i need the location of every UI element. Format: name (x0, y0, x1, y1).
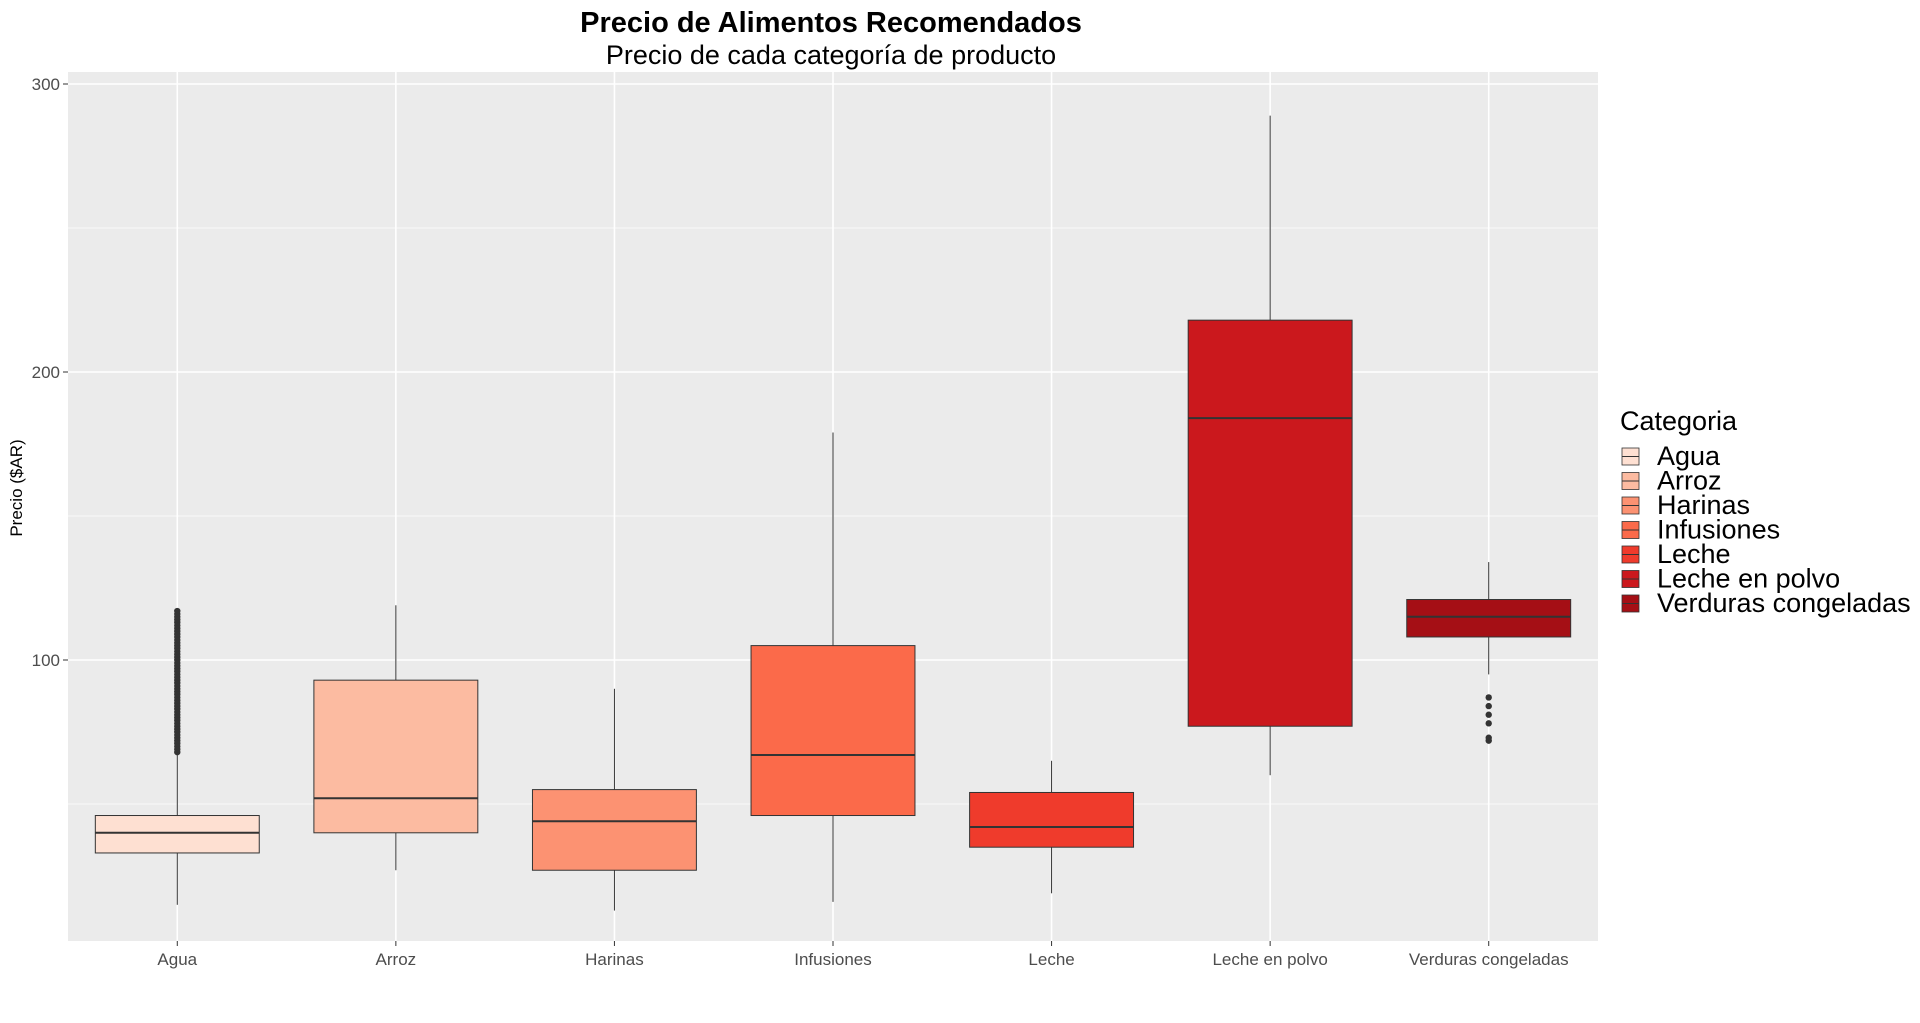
chart-title: Precio de Alimentos Recomendados (580, 7, 1082, 39)
y-tick-label: 200 (32, 363, 60, 382)
box-iqr (531, 789, 697, 871)
box-harinas (531, 688, 697, 911)
x-tick-label: Verduras congeladas (1409, 950, 1569, 969)
legend-label: Verduras congeladas (1657, 588, 1911, 618)
x-tick-label: Leche (1028, 950, 1074, 969)
legend-item: Agua (1621, 441, 1721, 471)
outlier-point (1485, 734, 1492, 741)
legend-item: Arroz (1621, 466, 1722, 496)
box-iqr (94, 815, 260, 854)
box-iqr (750, 645, 916, 817)
box-agua (94, 607, 260, 905)
legend-label: Harinas (1657, 490, 1750, 520)
legend-item: Harinas (1621, 490, 1750, 520)
box-iqr (1406, 599, 1572, 638)
legend-label: Agua (1657, 441, 1721, 471)
y-tick-label: 100 (32, 651, 60, 670)
box-iqr (1187, 319, 1353, 727)
y-axis-label: Precio ($AR) (7, 439, 26, 536)
box-leche (969, 760, 1135, 894)
x-tick-label: Agua (157, 950, 197, 969)
box-iqr (313, 679, 479, 834)
box-arroz (313, 605, 479, 871)
box-iqr (969, 791, 1135, 848)
y-tick-label: 300 (32, 75, 60, 94)
x-tick-label: Arroz (376, 950, 417, 969)
legend-label: Leche en polvo (1657, 564, 1840, 594)
legend-item: Infusiones (1621, 515, 1780, 545)
legend-label: Infusiones (1657, 515, 1780, 545)
legend-label: Leche (1657, 539, 1731, 569)
outlier-point (1485, 711, 1492, 718)
outlier-point (1485, 720, 1492, 727)
outlier-point (1485, 702, 1492, 710)
x-tick-label: Harinas (585, 950, 644, 969)
x-tick-label: Leche en polvo (1212, 950, 1327, 969)
legend-item: Leche en polvo (1621, 564, 1840, 594)
legend-item: Verduras congeladas (1621, 588, 1911, 618)
legend-label: Arroz (1657, 466, 1722, 496)
box-verduras-congeladas (1406, 562, 1572, 744)
legend-title: Categoria (1620, 406, 1738, 436)
chart-subtitle: Precio de cada categoría de producto (606, 40, 1056, 70)
legend-item: Leche (1621, 539, 1731, 569)
x-tick-label: Infusiones (794, 950, 872, 969)
box-leche-en-polvo (1187, 115, 1353, 776)
box-infusiones (750, 432, 916, 902)
outlier-point (1485, 694, 1492, 701)
outlier-point (174, 607, 181, 615)
